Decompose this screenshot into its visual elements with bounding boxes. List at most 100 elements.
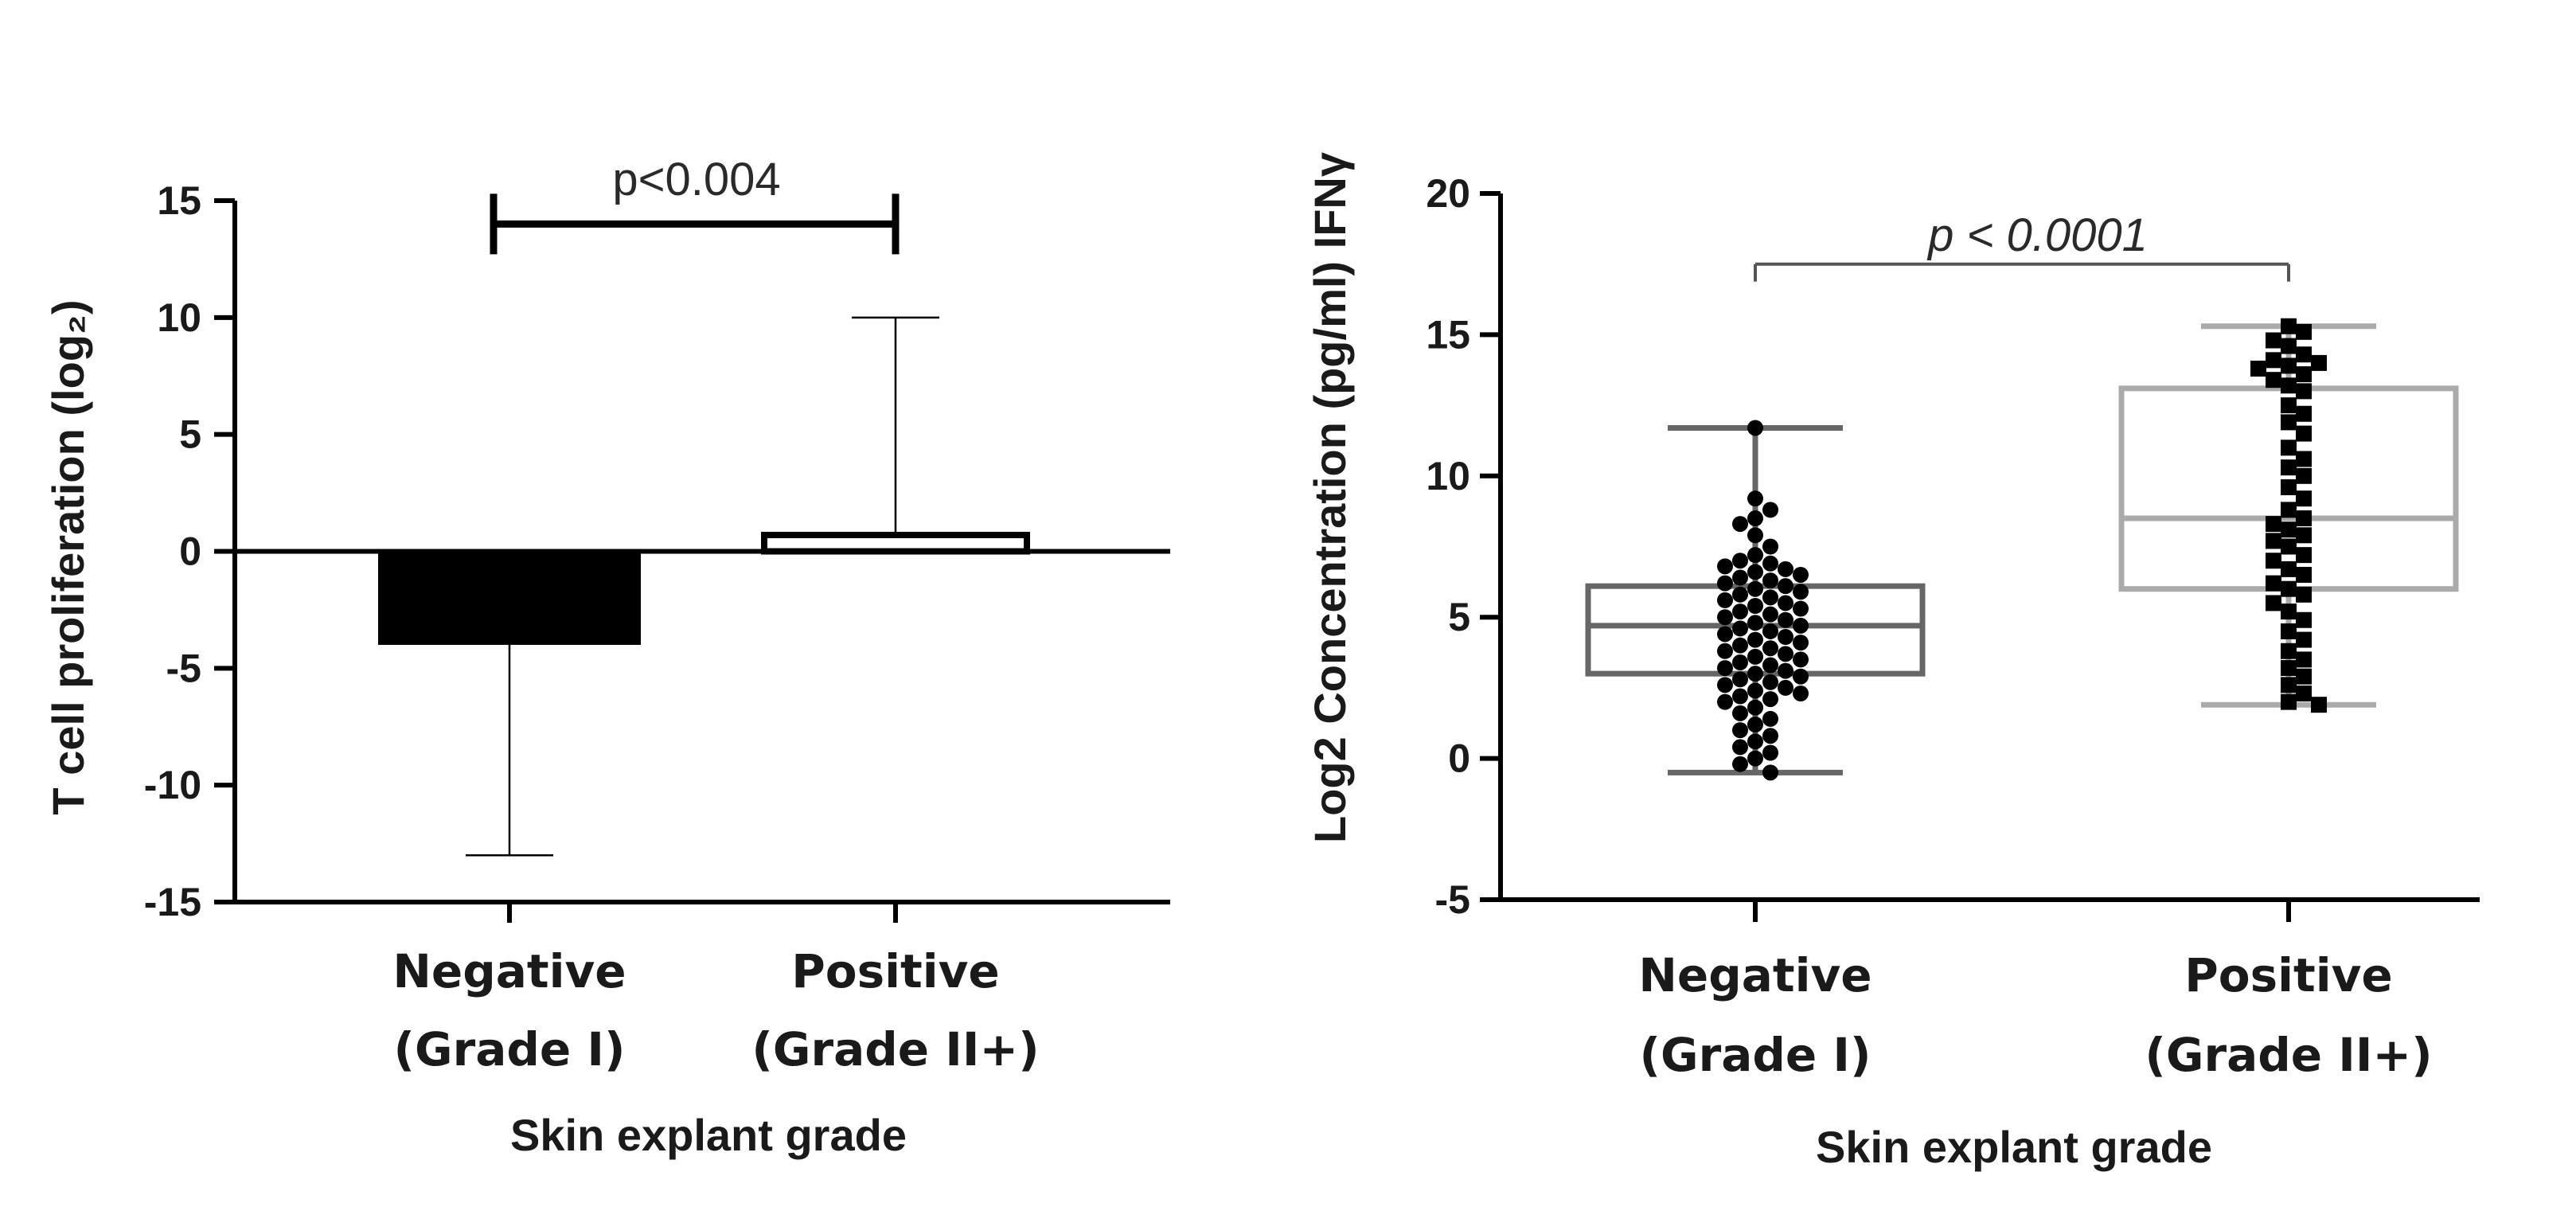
x-axis-ticks bbox=[507, 902, 898, 923]
x-axis-ticks bbox=[1753, 900, 2291, 922]
data-point-negative bbox=[1762, 674, 1778, 690]
data-point-negative bbox=[1732, 620, 1748, 637]
significance-bracket: p < 0.0001 bbox=[1754, 209, 2290, 282]
data-point-negative bbox=[1717, 660, 1733, 677]
data-point-negative bbox=[1747, 699, 1763, 716]
y-tick-label: 0 bbox=[1448, 736, 1470, 781]
y-tick-label: 15 bbox=[1426, 312, 1470, 357]
data-point-negative bbox=[1778, 629, 1793, 646]
x-axis-title: Skin explant grade bbox=[1816, 1122, 2212, 1172]
data-point-positive bbox=[2281, 377, 2297, 394]
data-point-negative bbox=[1762, 764, 1778, 781]
data-point-negative bbox=[1793, 600, 1809, 617]
data-point-negative bbox=[1793, 584, 1809, 600]
data-point-positive bbox=[2296, 405, 2312, 422]
data-point-negative bbox=[1762, 606, 1778, 623]
data-point-negative bbox=[1778, 561, 1793, 577]
data-point-positive bbox=[2296, 451, 2312, 467]
data-point-positive bbox=[2296, 566, 2312, 583]
data-point-negative bbox=[1762, 538, 1778, 555]
y-tick-label: 0 bbox=[179, 529, 201, 574]
data-point-positive bbox=[2266, 372, 2281, 389]
data-point-positive bbox=[2311, 354, 2327, 371]
bars bbox=[378, 531, 1030, 645]
y-axis-ticks: -5 0 5 10 15 20 bbox=[1426, 171, 1501, 922]
data-point-positive bbox=[2281, 521, 2297, 538]
data-point-negative bbox=[1762, 502, 1778, 518]
data-point-positive bbox=[2266, 533, 2281, 549]
data-point-positive bbox=[2281, 439, 2297, 456]
y-axis-title: Log2 Concentration (pg/ml) IFNγ bbox=[1305, 152, 1355, 843]
data-point-positive bbox=[2296, 323, 2312, 340]
data-point-negative bbox=[1732, 671, 1748, 688]
data-point-negative bbox=[1717, 592, 1733, 608]
y-tick-label: 5 bbox=[179, 412, 201, 457]
data-point-negative bbox=[1778, 646, 1793, 662]
data-point-negative bbox=[1778, 611, 1793, 628]
data-point-negative bbox=[1778, 679, 1793, 696]
y-axis-ticks: -15 -10 -5 0 5 10 15 bbox=[144, 178, 235, 924]
data-point-positive bbox=[2281, 580, 2297, 597]
data-point-negative bbox=[1747, 490, 1763, 507]
data-point-negative bbox=[1793, 635, 1809, 651]
bar-positive bbox=[761, 531, 1030, 555]
data-point-positive bbox=[2296, 510, 2312, 527]
data-point-positive bbox=[2281, 357, 2297, 374]
x-category-sublabel-positive: (Grade II+) bbox=[751, 1022, 1039, 1076]
data-point-positive bbox=[2296, 685, 2312, 701]
data-point-negative bbox=[1732, 604, 1748, 620]
x-category-label-positive: Positive bbox=[791, 944, 1000, 998]
data-point-positive bbox=[2266, 332, 2281, 349]
data-point-negative bbox=[1762, 691, 1778, 708]
data-point-negative bbox=[1732, 722, 1748, 739]
data-point-positive bbox=[2296, 425, 2312, 442]
data-point-positive bbox=[2281, 459, 2297, 476]
data-point-negative bbox=[1732, 586, 1748, 603]
data-point-negative bbox=[1762, 589, 1778, 606]
data-point-positive bbox=[2281, 479, 2297, 495]
data-point-negative bbox=[1747, 598, 1763, 615]
data-point-positive bbox=[2250, 360, 2266, 377]
data-point-negative bbox=[1717, 643, 1733, 659]
x-category-label-positive: Positive bbox=[2184, 948, 2393, 1002]
data-point-negative bbox=[1747, 615, 1763, 631]
data-point-positive bbox=[2281, 677, 2297, 693]
data-point-negative bbox=[1732, 637, 1748, 654]
y-axis-title: T cell proliferation (log₂) bbox=[43, 299, 93, 814]
y-tick-label: -10 bbox=[144, 763, 201, 807]
data-point-negative bbox=[1747, 420, 1763, 436]
data-point-positive bbox=[2266, 575, 2281, 592]
data-point-positive bbox=[2296, 346, 2312, 363]
data-point-negative bbox=[1732, 756, 1748, 772]
data-point-negative bbox=[1793, 617, 1809, 634]
data-point-positive bbox=[2281, 623, 2297, 639]
data-point-negative bbox=[1732, 553, 1748, 569]
x-category-label-negative: Negative bbox=[1638, 948, 1872, 1002]
data-point-positive bbox=[2281, 414, 2297, 431]
data-point-negative bbox=[1747, 631, 1763, 648]
data-point-negative bbox=[1778, 595, 1793, 611]
data-point-negative bbox=[1762, 728, 1778, 744]
data-point-negative bbox=[1732, 705, 1748, 721]
data-point-negative bbox=[1762, 572, 1778, 589]
data-point-positive bbox=[2281, 660, 2297, 677]
data-point-positive bbox=[2296, 651, 2312, 668]
data-point-negative bbox=[1717, 626, 1733, 643]
data-point-positive bbox=[2281, 693, 2297, 710]
data-point-negative bbox=[1778, 662, 1793, 679]
data-point-negative bbox=[1747, 547, 1763, 564]
data-point-negative bbox=[1747, 717, 1763, 733]
data-point-positive bbox=[2296, 467, 2312, 484]
y-tick-label: -5 bbox=[166, 646, 201, 690]
data-point-positive bbox=[2266, 352, 2281, 369]
data-point-positive bbox=[2266, 553, 2281, 569]
data-point-negative bbox=[1747, 666, 1763, 682]
x-category-sublabel-negative: (Grade I) bbox=[1640, 1028, 1872, 1082]
data-point-positive bbox=[2296, 527, 2312, 544]
data-point-negative bbox=[1793, 668, 1809, 685]
data-point-negative bbox=[1717, 693, 1733, 710]
data-point-positive bbox=[2296, 586, 2312, 603]
data-point-positive bbox=[2296, 668, 2312, 685]
y-tick-label: 5 bbox=[1448, 595, 1470, 639]
